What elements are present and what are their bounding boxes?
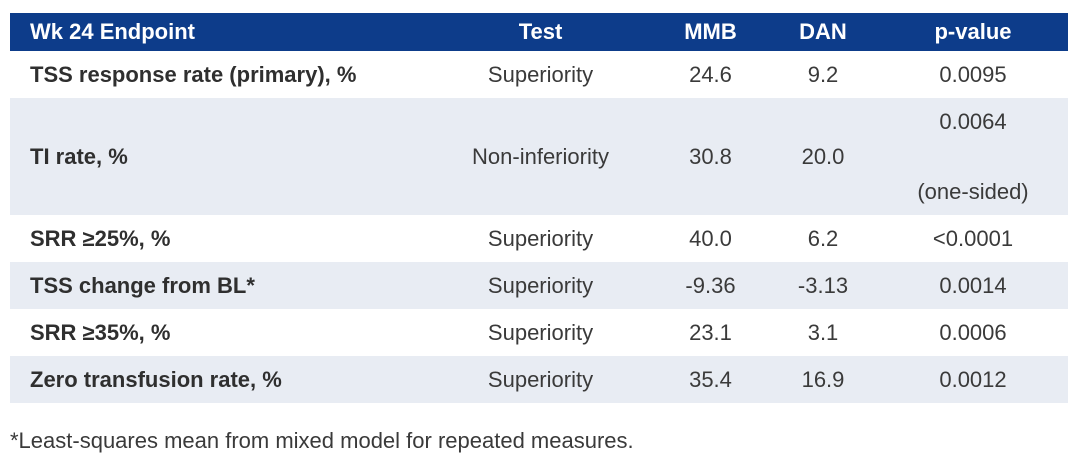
endpoint-cell: TSS change from BL* [30, 272, 255, 298]
endpoint-results-table: Wk 24 Endpoint Test MMB DAN p-value TSS … [10, 13, 1068, 403]
test-cell: Superiority [487, 61, 594, 87]
table-row: TSS response rate (primary), % Superiori… [10, 51, 1068, 98]
table-row: SRR ≥25%, % Superiority 40.0 6.2 <0.0001 [10, 215, 1068, 262]
table-header-row: Wk 24 Endpoint Test MMB DAN p-value [10, 13, 1068, 51]
mmb-cell: 40.0 [689, 225, 732, 251]
pvalue-cell: 0.0095 [939, 61, 1007, 87]
endpoint-cell: SRR ≥25%, % [30, 225, 171, 251]
mmb-cell: 24.6 [689, 61, 732, 87]
table-row: TI rate, % Non-inferiority 30.8 20.0 0.0… [10, 98, 1068, 215]
pvalue-note: (one-sided) [917, 178, 1029, 204]
footnote: *Least-squares mean from mixed model for… [10, 428, 634, 453]
header-endpoint: Wk 24 Endpoint [30, 19, 195, 44]
mmb-cell: 35.4 [689, 366, 732, 392]
endpoint-cell: TSS response rate (primary), % [30, 61, 357, 87]
mmb-cell: 30.8 [689, 143, 732, 169]
table-row: TSS change from BL* Superiority -9.36 -3… [10, 262, 1068, 309]
dan-cell: -3.13 [797, 272, 849, 298]
dan-cell: 9.2 [807, 61, 839, 87]
test-cell: Superiority [487, 225, 594, 251]
test-cell: Non-inferiority [472, 143, 609, 169]
test-cell: Superiority [487, 272, 594, 298]
endpoint-cell: TI rate, % [30, 143, 128, 169]
pvalue-cell: 0.0012 [939, 366, 1007, 392]
header-mmb: MMB [684, 19, 737, 44]
test-cell: Superiority [487, 319, 594, 345]
pvalue-stack: 0.0064 (one-sided) [878, 109, 1068, 205]
pvalue-cell: <0.0001 [932, 225, 1014, 251]
dan-cell: 6.2 [807, 225, 839, 251]
test-cell: Superiority [487, 366, 594, 392]
dan-cell: 16.9 [801, 366, 845, 392]
header-pvalue: p-value [934, 19, 1012, 44]
header-dan: DAN [799, 19, 847, 44]
header-test: Test [518, 19, 563, 44]
endpoint-cell: Zero transfusion rate, % [30, 366, 282, 392]
pvalue-cell: 0.0014 [939, 272, 1007, 298]
endpoint-cell: SRR ≥35%, % [30, 319, 171, 345]
pvalue-value: 0.0064 [939, 108, 1007, 134]
pvalue-cell: 0.0006 [939, 319, 1007, 345]
dan-cell: 3.1 [807, 319, 839, 345]
dan-cell: 20.0 [801, 143, 845, 169]
table-row: SRR ≥35%, % Superiority 23.1 3.1 0.0006 [10, 309, 1068, 356]
mmb-cell: -9.36 [685, 272, 736, 298]
pvalue-cell: 0.0064 (one-sided) [878, 98, 1068, 215]
table-row: Zero transfusion rate, % Superiority 35.… [10, 356, 1068, 403]
mmb-cell: 23.1 [689, 319, 732, 345]
